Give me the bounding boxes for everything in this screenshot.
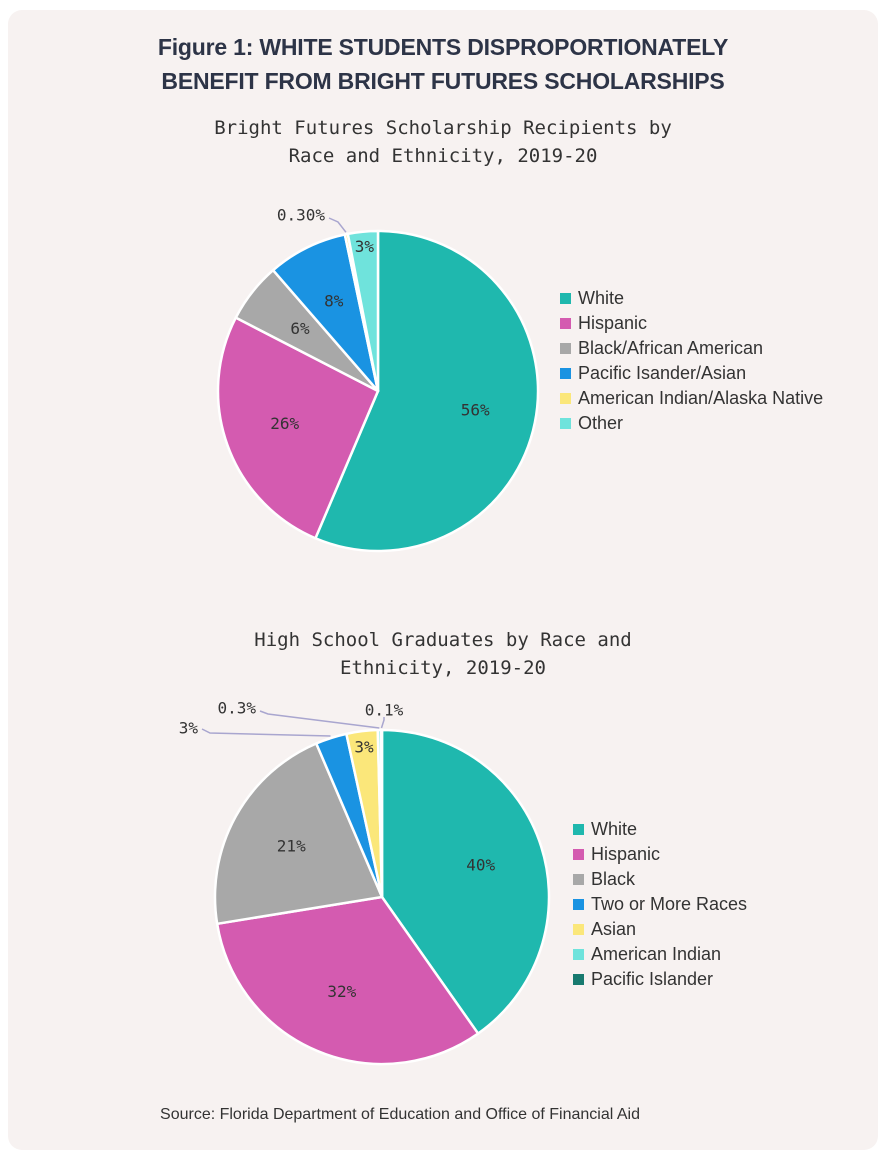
legend-item-pacific-islander: Pacific Islander [573, 967, 747, 992]
figure-title: Figure 1: WHITE STUDENTS DISPROPORTIONAT… [0, 30, 886, 98]
legend-item-black-african-american: Black/African American [560, 336, 823, 361]
figure-title-line-1: Figure 1: WHITE STUDENTS DISPROPORTIONAT… [157, 34, 729, 60]
legend-label: Pacific Islander [591, 969, 714, 989]
data-label-asian: 3% [354, 737, 374, 756]
data-label-american-indian: 0.3% [217, 699, 256, 718]
data-label-two-or-more-races: 3% [179, 719, 199, 738]
legend-swatch [560, 318, 571, 329]
leader-line-american-indian [259, 710, 380, 729]
leader-line-american-indian-alaska-native [328, 217, 347, 233]
pie-slice-pacific-islander [379, 728, 384, 899]
data-label-white: 40% [466, 855, 495, 874]
source-note: Source: Florida Department of Education … [160, 1106, 640, 1123]
chart-2-title-line-2: Ethnicity, 2019-20 [340, 657, 546, 679]
legend-label: Hispanic [578, 313, 648, 333]
legend-swatch [573, 924, 584, 935]
legend-item-pacific-isander-asian: Pacific Isander/Asian [560, 361, 823, 386]
data-label-black-african-american: 6% [290, 319, 310, 338]
legend-label: American Indian [591, 944, 722, 964]
legend-label: Hispanic [591, 844, 661, 864]
pie-slice-black [213, 742, 384, 926]
data-label-white: 56% [461, 400, 490, 419]
legend-high-school-graduates: White Hispanic Black Two or More Races Asian… [573, 817, 747, 992]
legend-label: Pacific Isander/Asian [578, 363, 747, 383]
legend-item-white: White [560, 286, 823, 311]
chart-2-title-line-1: High School Graduates by Race and [254, 629, 632, 651]
leader-line-two-or-more-races [201, 728, 331, 737]
legend-swatch [560, 393, 571, 404]
pie-slice-hispanic [216, 316, 380, 540]
legend-swatch [573, 899, 584, 910]
legend-swatch [573, 874, 584, 885]
legend-swatch [573, 974, 584, 985]
data-label-black: 21% [277, 837, 306, 856]
legend-item-two-or-more-races: Two or More Races [573, 892, 747, 917]
legend-item-american-indian-alaska-native: American Indian/Alaska Native [560, 386, 823, 411]
legend-label: White [578, 288, 625, 308]
legend-item-asian: Asian [573, 917, 747, 942]
data-label-american-indian-alaska-native: 0.30% [277, 206, 326, 225]
legend-swatch [560, 368, 571, 379]
chart-2-title: High School Graduates by Race and Ethnic… [0, 626, 886, 682]
leader-line-pacific-islander [380, 717, 385, 729]
chart-1-title-line-2: Race and Ethnicity, 2019-20 [288, 145, 598, 167]
legend-item-hispanic: Hispanic [560, 311, 823, 336]
legend-item-american-indian: American Indian [573, 942, 747, 967]
data-label-pacific-islander: 0.1% [365, 701, 404, 720]
legend-label: Two or More Races [591, 894, 748, 914]
data-label-hispanic: 32% [327, 982, 356, 1001]
data-label-other: 3% [355, 237, 375, 256]
pie-slice-other [346, 229, 380, 393]
legend-swatch [573, 949, 584, 960]
legend-item-black: Black [573, 867, 747, 892]
legend-swatch [573, 824, 584, 835]
legend-item-hispanic: Hispanic [573, 842, 747, 867]
legend-label: Black/African American [578, 338, 764, 358]
legend-item-other: Other [560, 411, 823, 436]
legend-label: White [591, 819, 638, 839]
legend-swatch [560, 343, 571, 354]
chart-1-title-line-1: Bright Futures Scholarship Recipients by [214, 117, 672, 139]
pie-slice-white [314, 229, 540, 553]
legend-swatch [560, 293, 571, 304]
legend-swatch [573, 849, 584, 860]
legend-item-white: White [573, 817, 747, 842]
legend-swatch [560, 418, 571, 429]
data-label-hispanic: 26% [270, 414, 299, 433]
chart-1-title: Bright Futures Scholarship Recipients by… [0, 114, 886, 170]
legend-label: Black [591, 869, 636, 889]
legend-label: Asian [591, 919, 637, 939]
pie-slice-white [380, 728, 551, 1035]
legend-label: Other [578, 413, 624, 433]
pie-slice-hispanic [215, 895, 480, 1066]
data-label-pacific-isander-asian: 8% [324, 292, 344, 311]
legend-label: American Indian/Alaska Native [578, 388, 824, 408]
legend-scholarship-recipients: White Hispanic Black/African American Pacif… [560, 286, 823, 436]
figure-title-line-2: BENEFIT FROM BRIGHT FUTURES SCHOLARSHIPS [161, 68, 725, 94]
